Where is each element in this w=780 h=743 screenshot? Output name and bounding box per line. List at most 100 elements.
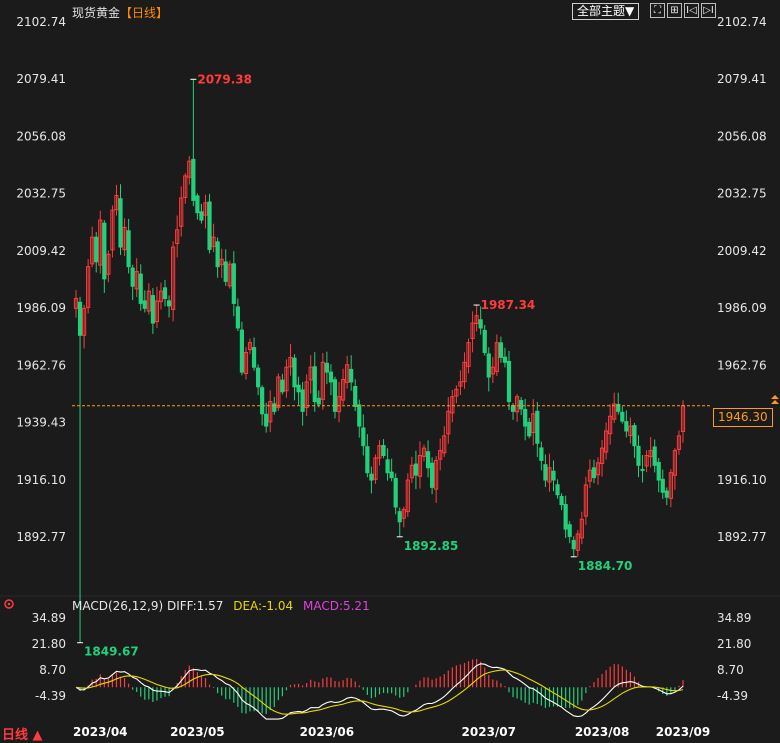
step-back-icon[interactable]: I◁ xyxy=(684,3,699,18)
candle-body xyxy=(547,467,552,483)
price-axis-left-label: 2032.75 xyxy=(16,187,66,201)
candle-body xyxy=(636,445,641,466)
candle-body xyxy=(324,362,329,373)
dea-value: DEA:-1.04 xyxy=(233,599,294,613)
candle-body xyxy=(519,400,524,410)
candle-body xyxy=(312,366,317,403)
candle-body xyxy=(336,396,342,413)
candle-body xyxy=(369,473,374,481)
candle-body xyxy=(158,290,164,303)
fullscreen-icon[interactable]: ⛶ xyxy=(650,3,665,18)
candle-body xyxy=(624,421,629,432)
candle-body xyxy=(106,253,111,275)
candle-body xyxy=(377,445,382,459)
candle-body xyxy=(644,454,649,467)
candle-body xyxy=(514,396,520,413)
candle-body xyxy=(146,290,151,312)
candle-body xyxy=(442,435,447,454)
date-axis-label: 2023/09 xyxy=(656,725,710,739)
candle-body xyxy=(260,387,265,415)
chart-labels: 2102.74 2102.74 2079.41 2079.41 2056.08 2056.… xyxy=(4,15,779,739)
candle-body xyxy=(608,415,613,435)
candle-body xyxy=(199,211,204,221)
candle-body xyxy=(563,504,568,530)
candle-body xyxy=(223,261,228,282)
candle-body xyxy=(365,446,370,474)
candle-body xyxy=(430,462,435,488)
candle-body xyxy=(672,450,678,476)
candle-body xyxy=(239,329,245,373)
dea-line xyxy=(75,669,684,715)
candle-body xyxy=(73,298,79,309)
candle-body xyxy=(385,459,390,474)
step-forward-icon[interactable]: ▷I xyxy=(701,3,716,18)
candle-body xyxy=(272,403,277,412)
theme-select-button[interactable]: 全部主题▼ xyxy=(572,3,640,20)
layout-icon[interactable]: ⊞ xyxy=(667,3,682,18)
candle-body xyxy=(304,381,309,409)
candle-body xyxy=(462,361,467,383)
date-axis-label: 2023/04 xyxy=(73,725,127,739)
candle-body xyxy=(595,462,601,476)
macd-axis-right-label: 34.89 xyxy=(717,611,751,625)
candle-body xyxy=(150,295,155,324)
candle-body xyxy=(417,454,423,477)
candle-body xyxy=(498,342,503,358)
price-axis-left-label: 2102.74 xyxy=(16,15,66,29)
candle-body xyxy=(81,307,87,336)
candle-body xyxy=(652,446,657,466)
candle-body xyxy=(126,230,131,268)
candle-body xyxy=(660,478,665,493)
candle-body xyxy=(583,484,588,517)
candle-body xyxy=(110,209,115,251)
symbol-name: 现货黄金 xyxy=(72,6,121,20)
candle-body xyxy=(628,425,633,437)
candle-body xyxy=(288,356,293,368)
candle-body xyxy=(535,410,540,444)
macd-params-label: MACD(26,12,9) xyxy=(72,599,164,613)
candle-body xyxy=(191,158,196,201)
candle-body xyxy=(316,397,321,405)
candle-body xyxy=(421,447,427,457)
candle-body xyxy=(118,198,123,248)
candle-body xyxy=(122,226,127,251)
candle-body xyxy=(175,229,180,244)
current-price-tag: 1946.30 xyxy=(713,408,773,427)
candle-body xyxy=(349,368,354,383)
candle-body xyxy=(494,342,499,373)
macd-axis-right-label: -4.39 xyxy=(717,689,748,703)
candle-body xyxy=(555,484,560,496)
candle-body xyxy=(114,195,119,211)
candle-body xyxy=(389,471,394,479)
price-axis-right-label: 2009.42 xyxy=(717,244,767,258)
candle-body xyxy=(575,533,580,551)
period-tab[interactable]: 日线 ▲ xyxy=(2,728,43,743)
candle-body xyxy=(579,518,584,539)
macd-axis-left-label: 34.89 xyxy=(32,611,66,625)
candle-body xyxy=(599,447,605,465)
candle-body xyxy=(86,266,91,308)
candle-body xyxy=(292,357,297,388)
candle-body xyxy=(276,376,281,409)
candle-body xyxy=(268,401,273,423)
candle-body xyxy=(203,202,208,216)
candle-body xyxy=(409,464,414,479)
candle-body xyxy=(458,381,463,387)
price-axis-right-label: 1962.76 xyxy=(717,358,767,372)
candle-body xyxy=(482,329,487,353)
candle-body xyxy=(187,160,192,178)
candle-body xyxy=(470,322,475,340)
low-price-label: 1884.70 xyxy=(578,559,633,573)
candle-body xyxy=(142,300,147,309)
candle-body xyxy=(640,468,645,471)
candle-body xyxy=(466,342,471,367)
candle-body xyxy=(134,271,139,290)
candle-body xyxy=(219,258,224,266)
macd-axis-right-label: 21.80 xyxy=(717,637,751,651)
candle-body xyxy=(438,450,443,460)
candle-body xyxy=(405,479,410,513)
candle-body xyxy=(235,306,240,329)
low-price-label: 1892.85 xyxy=(404,539,459,553)
candle-body xyxy=(357,404,362,427)
candle-body xyxy=(243,351,249,375)
